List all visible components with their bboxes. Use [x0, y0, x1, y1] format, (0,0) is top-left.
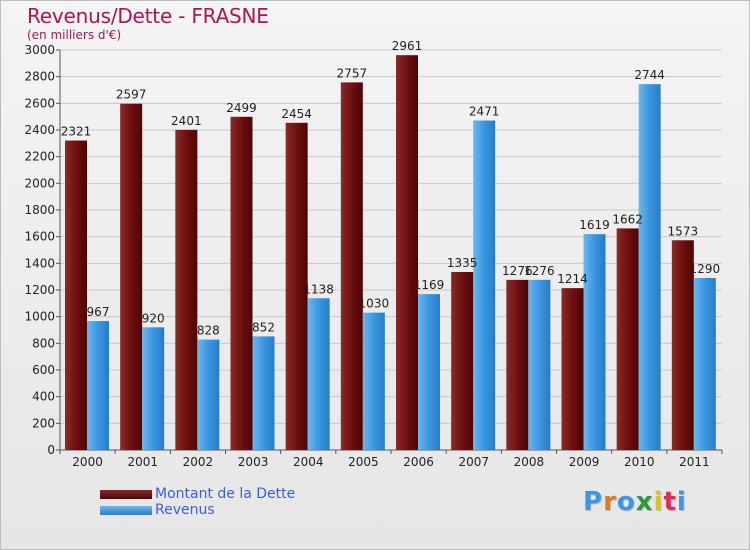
bar-dette — [671, 240, 694, 450]
data-label-revenus: 852 — [252, 320, 275, 334]
data-label-revenus: 1276 — [524, 264, 555, 278]
bar-dette — [616, 228, 639, 450]
data-label-revenus: 967 — [87, 305, 110, 319]
data-label-dette: 2321 — [61, 125, 92, 139]
bar-revenus — [473, 120, 496, 451]
legend-label-revenus: Revenus — [155, 502, 215, 518]
y-tick-label: 1800 — [24, 203, 55, 217]
x-tick-label: 2000 — [72, 455, 103, 469]
bar-dette — [65, 140, 87, 451]
data-label-revenus: 1169 — [414, 278, 445, 292]
data-label-dette: 1335 — [447, 256, 478, 270]
data-label-revenus: 1138 — [303, 282, 334, 296]
y-tick-label: 400 — [32, 390, 55, 404]
bar-dette — [175, 129, 198, 450]
x-tick-label: 2005 — [348, 455, 379, 469]
data-label-dette: 1214 — [557, 272, 588, 286]
bar-dette — [396, 55, 418, 450]
grid-lines — [60, 49, 722, 451]
data-label-revenus: 828 — [197, 324, 220, 338]
y-tick-label: 3000 — [24, 43, 55, 57]
bar-revenus — [362, 312, 385, 450]
data-label-dette: 2961 — [392, 39, 423, 53]
logo-letter: t — [663, 487, 677, 517]
y-tick-label: 200 — [32, 416, 55, 430]
x-tick-label: 2004 — [293, 455, 324, 469]
bar-revenus — [418, 294, 440, 450]
legend-swatch-dette — [100, 490, 152, 499]
logo-letter: x — [635, 487, 654, 517]
logo-letter: i — [653, 487, 664, 517]
data-label-dette: 1662 — [612, 212, 643, 226]
x-tick-label: 2011 — [679, 455, 710, 469]
x-tick-label: 2001 — [127, 455, 158, 469]
chart-subtitle: (en milliers d'€) — [27, 28, 122, 42]
proxiti-logo: Proxiti — [583, 487, 687, 517]
bar-dette — [340, 82, 363, 451]
data-label-revenus: 1619 — [579, 218, 610, 232]
axes: 0 200 400 600 800 1000 1200 1400 1600 1800 2000 220… — [24, 43, 723, 469]
legend-swatch-revenus — [100, 506, 152, 515]
y-tick-label: 2000 — [24, 176, 55, 190]
bar-dette — [285, 122, 308, 451]
x-tick-label: 2002 — [183, 455, 214, 469]
data-label-dette: 2499 — [226, 101, 257, 115]
y-tick-label: 1200 — [24, 283, 55, 297]
y-tick-label: 600 — [32, 363, 55, 377]
chart-title: Revenus/Dette - FRASNE — [27, 4, 269, 28]
logo-letter: P — [583, 487, 604, 517]
y-tick-label: 2400 — [24, 123, 55, 137]
data-label-revenus: 2744 — [634, 68, 665, 82]
y-tick-label: 1600 — [24, 230, 55, 244]
bar-revenus — [142, 327, 165, 450]
data-label-dette: 2597 — [116, 88, 147, 102]
bar-dette — [506, 279, 529, 450]
y-tick-label: 800 — [32, 336, 55, 350]
x-tick-label: 2008 — [514, 455, 545, 469]
bar-revenus — [252, 336, 275, 450]
x-tick-label: 2010 — [624, 455, 655, 469]
logo-letter: i — [676, 487, 687, 517]
data-label-dette: 2401 — [171, 114, 202, 128]
x-tick-label: 2007 — [458, 455, 489, 469]
data-label-revenus: 1290 — [690, 262, 721, 276]
bar-dette — [451, 272, 474, 450]
data-label-revenus: 1030 — [359, 297, 390, 311]
bar-dette — [120, 103, 143, 450]
data-label-dette: 2757 — [337, 66, 368, 80]
data-label-revenus: 920 — [142, 311, 165, 325]
bar-revenus — [693, 278, 716, 450]
bar-revenus — [87, 321, 109, 450]
bars — [65, 55, 716, 451]
bar-revenus — [307, 298, 330, 450]
y-tick-label: 1400 — [24, 256, 55, 270]
logo-letter: r — [603, 487, 617, 517]
data-label-dette: 1276 — [502, 264, 533, 278]
data-labels: 2321 967 2597 920 2401 828 2499 852 2454 1138 2757… — [61, 39, 720, 337]
x-tick-label: 2003 — [238, 455, 269, 469]
data-label-dette: 2454 — [281, 107, 312, 121]
x-tick-label: 2009 — [569, 455, 600, 469]
bar-revenus — [197, 339, 220, 450]
data-label-dette: 1573 — [668, 224, 699, 238]
data-label-revenus: 2471 — [469, 105, 500, 119]
y-tick-label: 0 — [47, 443, 55, 457]
x-tick-label: 2006 — [403, 455, 434, 469]
bar-dette — [561, 288, 584, 450]
bar-revenus — [528, 279, 551, 450]
bar-revenus — [583, 234, 606, 450]
bar-revenus — [638, 84, 661, 450]
logo-letter: o — [616, 487, 636, 517]
y-tick-label: 2600 — [24, 96, 55, 110]
y-tick-label: 2200 — [24, 150, 55, 164]
bar-dette — [230, 116, 253, 451]
y-tick-label: 1000 — [24, 310, 55, 324]
y-tick-label: 2800 — [24, 70, 55, 84]
legend-label-dette: Montant de la Dette — [155, 486, 296, 502]
